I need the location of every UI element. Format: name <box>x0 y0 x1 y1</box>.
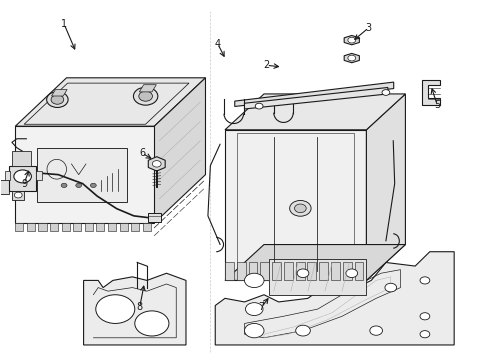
Bar <box>50 223 58 231</box>
Polygon shape <box>15 78 205 126</box>
Bar <box>268 259 366 295</box>
Circle shape <box>384 283 396 292</box>
Bar <box>236 262 245 280</box>
Polygon shape <box>154 78 205 223</box>
Bar <box>119 223 127 231</box>
Bar <box>272 262 281 280</box>
Circle shape <box>90 183 96 188</box>
Bar <box>108 223 116 231</box>
Circle shape <box>51 95 63 104</box>
Bar <box>330 262 339 280</box>
Polygon shape <box>224 94 405 130</box>
Polygon shape <box>422 80 439 105</box>
Bar <box>148 213 160 222</box>
Circle shape <box>419 277 429 284</box>
Circle shape <box>255 103 263 109</box>
Bar <box>224 262 233 280</box>
Circle shape <box>369 326 382 335</box>
Bar <box>284 262 292 280</box>
Circle shape <box>294 204 305 213</box>
Bar <box>354 262 363 280</box>
Bar <box>73 223 81 231</box>
Bar <box>36 171 42 180</box>
Circle shape <box>381 90 389 95</box>
Text: 1: 1 <box>61 19 67 29</box>
Bar <box>295 262 304 280</box>
Polygon shape <box>234 82 393 107</box>
Bar <box>142 223 150 231</box>
Circle shape <box>76 183 81 188</box>
Bar <box>84 223 93 231</box>
Circle shape <box>295 325 310 336</box>
Polygon shape <box>344 36 359 45</box>
Circle shape <box>245 303 263 316</box>
Polygon shape <box>139 85 156 92</box>
Circle shape <box>61 183 67 188</box>
Bar <box>39 223 46 231</box>
Circle shape <box>133 87 158 105</box>
Bar <box>307 262 316 280</box>
Polygon shape <box>83 273 185 345</box>
Circle shape <box>419 330 429 338</box>
Bar <box>260 262 268 280</box>
Text: 4: 4 <box>214 39 220 49</box>
Circle shape <box>14 192 22 198</box>
Circle shape <box>139 91 152 101</box>
Bar <box>342 262 351 280</box>
Text: 5: 5 <box>433 100 439 110</box>
Circle shape <box>244 323 264 338</box>
Polygon shape <box>215 252 453 345</box>
Circle shape <box>347 37 355 43</box>
Circle shape <box>347 55 355 61</box>
Circle shape <box>46 92 68 108</box>
Circle shape <box>419 313 429 320</box>
Circle shape <box>152 161 161 167</box>
Text: 7: 7 <box>258 302 264 312</box>
Bar <box>9 166 36 191</box>
Circle shape <box>297 269 308 278</box>
Text: 3: 3 <box>365 23 371 33</box>
Polygon shape <box>51 90 67 96</box>
Bar <box>15 223 23 231</box>
Circle shape <box>96 295 135 323</box>
Polygon shape <box>148 157 165 171</box>
Bar <box>319 262 327 280</box>
Bar <box>96 223 104 231</box>
Polygon shape <box>344 53 359 63</box>
Circle shape <box>14 170 31 183</box>
Text: 9: 9 <box>21 179 27 189</box>
Circle shape <box>289 201 310 216</box>
Text: 8: 8 <box>136 302 142 312</box>
Bar <box>12 151 31 166</box>
Bar <box>12 191 24 200</box>
Polygon shape <box>244 87 387 109</box>
Bar <box>27 223 35 231</box>
Circle shape <box>345 269 357 278</box>
Bar <box>37 148 127 202</box>
Circle shape <box>135 311 168 336</box>
Bar <box>131 223 139 231</box>
Polygon shape <box>366 94 405 280</box>
Polygon shape <box>224 244 405 280</box>
Text: 6: 6 <box>139 148 145 158</box>
Text: 2: 2 <box>263 60 269 70</box>
Polygon shape <box>15 126 154 223</box>
Polygon shape <box>224 130 366 280</box>
Circle shape <box>244 273 264 288</box>
Polygon shape <box>0 180 9 194</box>
Bar <box>4 171 10 180</box>
Bar <box>61 223 70 231</box>
Bar <box>248 262 257 280</box>
